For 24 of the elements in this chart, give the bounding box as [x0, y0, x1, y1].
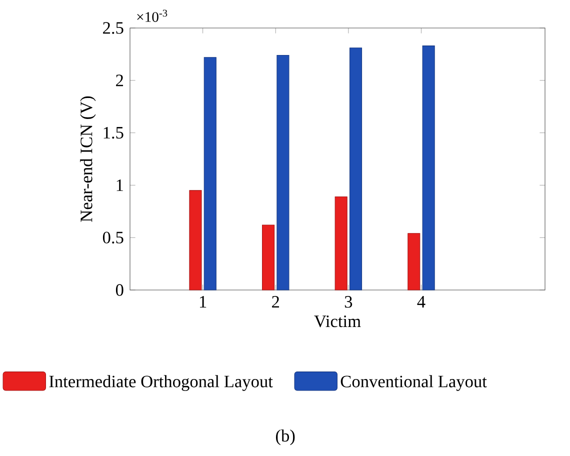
- bar: [422, 46, 435, 290]
- y-tick-label: 0.5: [102, 232, 124, 244]
- x-tick-label: 1: [200, 296, 206, 308]
- x-tick-label: 3: [344, 296, 352, 308]
- bar: [334, 196, 348, 290]
- legend-label: Intermediate Orthogonal Layout: [49, 375, 273, 391]
- y-axis-title: Near-end ICN (V): [80, 96, 96, 222]
- bar: [276, 54, 290, 290]
- y-tick-label: 1: [116, 179, 123, 191]
- legend-label: Conventional Layout: [340, 375, 487, 391]
- text: (b): [276, 429, 295, 446]
- x-axis-title: Victim: [314, 316, 361, 328]
- bar: [349, 48, 362, 290]
- y-tick-label: 1.5: [104, 126, 124, 139]
- bar: [262, 224, 275, 290]
- bar: [408, 233, 420, 290]
- bar: [204, 57, 216, 290]
- y-tick-label: 0: [116, 284, 124, 296]
- text: ×10$^{-3}$: [137, 10, 168, 22]
- y-tick-label: 2.5: [103, 22, 124, 34]
- y-tick-label: 2: [116, 74, 124, 86]
- x-tick-label: 4: [417, 296, 426, 308]
- x-tick-label: 2: [272, 296, 279, 308]
- bar: [189, 190, 202, 290]
